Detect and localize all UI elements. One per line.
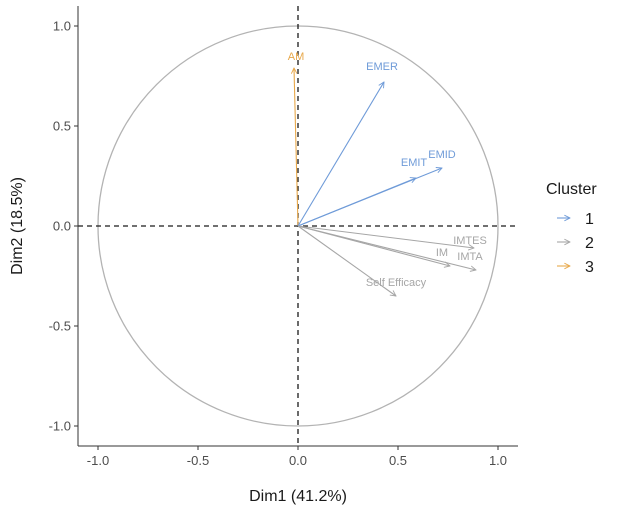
arrow-am <box>294 68 299 227</box>
var-label-emit: EMIT <box>401 157 428 169</box>
var-label-imta: IMTA <box>457 251 483 263</box>
legend-label-1: 1 <box>585 211 594 228</box>
x-tick-label: 0.5 <box>389 453 407 468</box>
x-tick-label: -1.0 <box>87 453 109 468</box>
var-label-emer: EMER <box>366 61 398 73</box>
var-label-emid: EMID <box>428 149 456 161</box>
arrow-imtes <box>297 225 474 248</box>
arrow-emit <box>297 178 416 227</box>
x-axis-title: Dim1 (41.2%) <box>249 488 347 505</box>
y-tick-label: 0.5 <box>53 119 71 134</box>
y-tick-label: -1.0 <box>49 419 71 434</box>
y-tick-label: 1.0 <box>53 19 71 34</box>
legend-label-2: 2 <box>585 235 594 252</box>
x-tick-label: -0.5 <box>187 453 209 468</box>
legend: Cluster 1 2 3 <box>546 181 597 276</box>
y-tick-label: 0.0 <box>53 219 71 234</box>
var-label-self-efficacy: Self Efficacy <box>366 277 427 289</box>
x-tick-label: 1.0 <box>489 453 507 468</box>
y-tick-label: -0.5 <box>49 319 71 334</box>
legend-title: Cluster <box>546 181 597 198</box>
y-axis-title: Dim2 (18.5%) <box>9 177 26 275</box>
var-label-am: AM <box>288 51 305 63</box>
x-tick-label: 0.0 <box>289 453 307 468</box>
var-label-im: IM <box>436 247 448 259</box>
arrow-emer <box>297 82 384 227</box>
legend-label-3: 3 <box>585 259 594 276</box>
arrow-imta <box>297 225 476 270</box>
var-label-imtes: IMTES <box>453 235 487 247</box>
arrow-self-efficacy <box>297 225 396 296</box>
